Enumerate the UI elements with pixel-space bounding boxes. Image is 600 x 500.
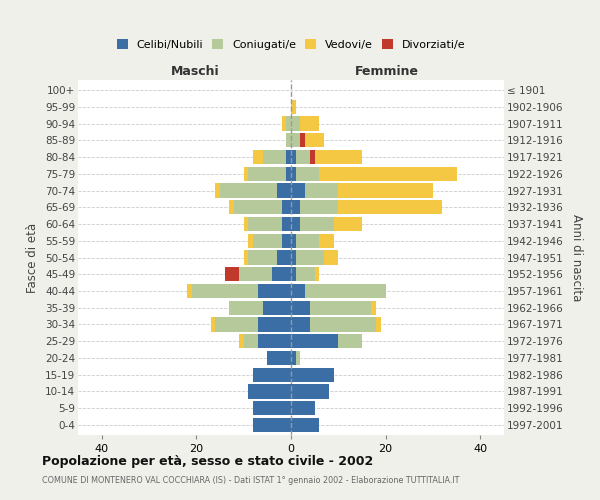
Bar — [215, 184, 220, 198]
Bar — [291, 217, 301, 231]
Bar — [277, 184, 291, 198]
Bar — [244, 166, 248, 181]
Bar — [291, 100, 296, 114]
Bar — [253, 418, 291, 432]
Bar — [248, 384, 291, 398]
Bar — [291, 184, 305, 198]
Bar — [305, 184, 338, 198]
Bar — [305, 284, 386, 298]
Bar — [187, 284, 191, 298]
Bar — [301, 116, 319, 130]
Bar — [239, 334, 244, 348]
Bar — [281, 234, 291, 248]
Bar — [272, 267, 291, 281]
Bar — [319, 234, 334, 248]
Bar — [291, 384, 329, 398]
Bar — [263, 150, 286, 164]
Bar — [291, 267, 296, 281]
Bar — [229, 200, 234, 214]
Bar — [248, 234, 253, 248]
Bar — [291, 250, 296, 264]
Bar — [296, 267, 314, 281]
Bar — [229, 300, 263, 315]
Bar — [263, 300, 291, 315]
Bar — [258, 334, 291, 348]
Bar — [305, 133, 324, 148]
Bar — [234, 200, 281, 214]
Bar — [281, 116, 286, 130]
Bar — [253, 234, 281, 248]
Bar — [244, 250, 248, 264]
Bar — [338, 200, 442, 214]
Bar — [319, 166, 457, 181]
Text: Popolazione per età, sesso e stato civile - 2002: Popolazione per età, sesso e stato civil… — [42, 455, 373, 468]
Bar — [211, 318, 215, 332]
Bar — [286, 116, 291, 130]
Bar — [220, 184, 277, 198]
Bar — [248, 250, 277, 264]
Bar — [296, 351, 301, 365]
Y-axis label: Fasce di età: Fasce di età — [26, 222, 40, 292]
Bar — [286, 166, 291, 181]
Bar — [291, 334, 338, 348]
Bar — [291, 418, 319, 432]
Bar — [291, 150, 296, 164]
Bar — [258, 284, 291, 298]
Bar — [324, 250, 338, 264]
Bar — [310, 150, 314, 164]
Bar — [291, 166, 296, 181]
Bar — [244, 217, 248, 231]
Bar — [253, 401, 291, 415]
Bar — [253, 368, 291, 382]
Bar — [310, 300, 371, 315]
Bar — [301, 200, 338, 214]
Bar — [334, 217, 362, 231]
Bar — [314, 267, 319, 281]
Bar — [281, 200, 291, 214]
Bar — [286, 150, 291, 164]
Bar — [291, 351, 296, 365]
Bar — [338, 334, 362, 348]
Legend: Celibi/Nubili, Coniugati/e, Vedovi/e, Divorziati/e: Celibi/Nubili, Coniugati/e, Vedovi/e, Di… — [116, 40, 466, 50]
Bar — [338, 184, 433, 198]
Bar — [291, 401, 314, 415]
Bar — [291, 318, 310, 332]
Bar — [291, 284, 305, 298]
Bar — [296, 250, 324, 264]
Bar — [291, 234, 296, 248]
Bar — [296, 166, 319, 181]
Bar — [239, 267, 272, 281]
Bar — [191, 284, 258, 298]
Bar — [248, 217, 281, 231]
Text: Maschi: Maschi — [171, 66, 220, 78]
Bar — [291, 300, 310, 315]
Bar — [376, 318, 381, 332]
Bar — [296, 234, 319, 248]
Bar — [291, 200, 301, 214]
Bar — [258, 318, 291, 332]
Bar — [268, 351, 291, 365]
Text: COMUNE DI MONTENERO VAL COCCHIARA (IS) - Dati ISTAT 1° gennaio 2002 - Elaborazio: COMUNE DI MONTENERO VAL COCCHIARA (IS) -… — [42, 476, 460, 485]
Bar — [215, 318, 258, 332]
Y-axis label: Anni di nascita: Anni di nascita — [571, 214, 583, 301]
Bar — [291, 133, 301, 148]
Bar — [248, 166, 286, 181]
Bar — [310, 318, 376, 332]
Bar — [314, 150, 362, 164]
Bar — [291, 368, 334, 382]
Bar — [371, 300, 376, 315]
Bar — [301, 217, 334, 231]
Bar — [291, 116, 301, 130]
Bar — [225, 267, 239, 281]
Bar — [296, 150, 310, 164]
Bar — [253, 150, 263, 164]
Bar — [281, 217, 291, 231]
Bar — [286, 133, 291, 148]
Text: Femmine: Femmine — [355, 66, 419, 78]
Bar — [244, 334, 258, 348]
Bar — [277, 250, 291, 264]
Bar — [301, 133, 305, 148]
